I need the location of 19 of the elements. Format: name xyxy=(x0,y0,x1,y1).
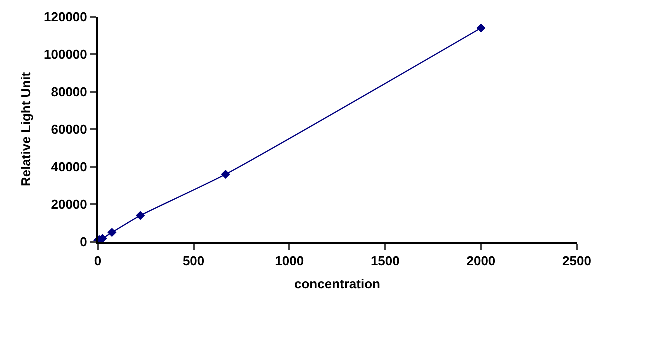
y-axis-title: Relative Light Unit xyxy=(18,72,34,187)
x-tick-label: 1500 xyxy=(370,254,400,269)
y-tick-label: 0 xyxy=(80,234,88,250)
point xyxy=(108,228,117,238)
x-tick-label: 0 xyxy=(94,254,102,269)
x-axis-title: concentration xyxy=(294,276,381,292)
y-tick-label: 40000 xyxy=(51,160,88,175)
point xyxy=(221,170,230,180)
x-tick-label: 2000 xyxy=(466,254,496,269)
y-tick-label: 80000 xyxy=(51,84,88,100)
x-tick-label: 1000 xyxy=(275,254,304,269)
point xyxy=(136,211,146,220)
x-tick-label: 500 xyxy=(182,254,205,269)
point xyxy=(476,24,486,33)
x-tick-label: 2500 xyxy=(562,254,592,269)
y-tick-label: 60000 xyxy=(51,122,88,138)
y-tick-label: 100000 xyxy=(44,47,88,62)
y-tick-label: 120000 xyxy=(44,10,88,25)
y-tick-label: 20000 xyxy=(51,197,88,212)
